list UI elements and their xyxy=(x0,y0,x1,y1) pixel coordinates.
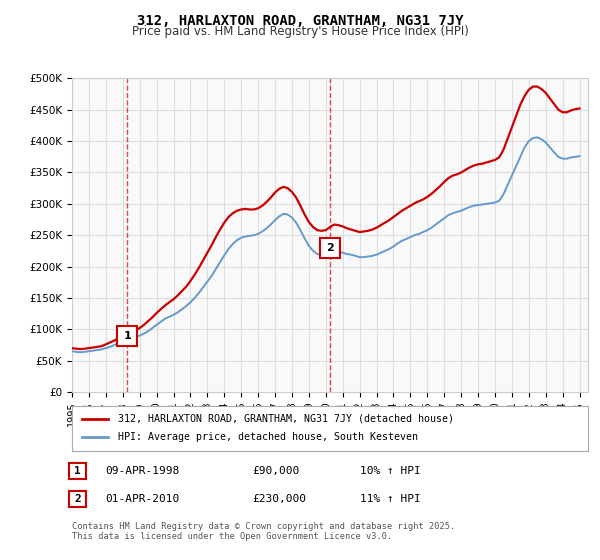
Text: 312, HARLAXTON ROAD, GRANTHAM, NG31 7JY (detached house): 312, HARLAXTON ROAD, GRANTHAM, NG31 7JY … xyxy=(118,413,454,423)
Text: 1: 1 xyxy=(74,466,81,476)
Text: 10% ↑ HPI: 10% ↑ HPI xyxy=(360,466,421,476)
Text: 11% ↑ HPI: 11% ↑ HPI xyxy=(360,494,421,504)
Text: £230,000: £230,000 xyxy=(252,494,306,504)
Text: 2: 2 xyxy=(326,242,334,253)
Text: 01-APR-2010: 01-APR-2010 xyxy=(105,494,179,504)
Text: 1: 1 xyxy=(124,330,131,340)
Text: Contains HM Land Registry data © Crown copyright and database right 2025.
This d: Contains HM Land Registry data © Crown c… xyxy=(72,522,455,542)
Text: 09-APR-1998: 09-APR-1998 xyxy=(105,466,179,476)
Text: Price paid vs. HM Land Registry's House Price Index (HPI): Price paid vs. HM Land Registry's House … xyxy=(131,25,469,38)
Text: £90,000: £90,000 xyxy=(252,466,299,476)
Text: 2: 2 xyxy=(74,494,81,504)
Text: 312, HARLAXTON ROAD, GRANTHAM, NG31 7JY: 312, HARLAXTON ROAD, GRANTHAM, NG31 7JY xyxy=(137,14,463,28)
Text: HPI: Average price, detached house, South Kesteven: HPI: Average price, detached house, Sout… xyxy=(118,432,418,442)
